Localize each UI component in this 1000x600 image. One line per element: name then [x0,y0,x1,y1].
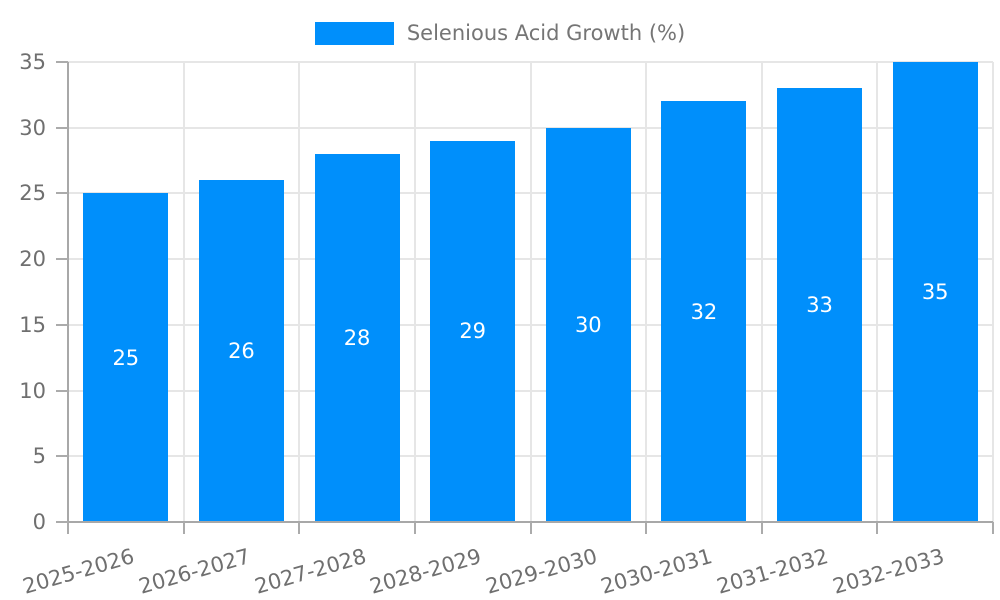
y-tick-mark [56,389,68,392]
plot-area: 25 26 28 29 30 32 33 35 [68,61,994,522]
y-axis-line [67,62,69,534]
y-tick-mark [56,455,68,458]
bar-value-label: 32 [690,299,718,324]
y-tick-label: 30 [19,115,46,140]
gridline-vertical [992,62,994,522]
bar-value-label: 29 [459,319,487,344]
y-tick-label: 35 [19,50,46,74]
bar[interactable]: 32 [661,101,747,522]
y-tick-label: 10 [19,378,46,403]
bar-value-label: 35 [921,280,949,304]
y-tick-label: 0 [32,510,46,534]
x-tick-label: 2031-2032 [714,544,831,599]
legend-marker [314,22,394,45]
y-tick-mark [56,61,68,63]
y-tick-label: 5 [32,444,46,469]
x-tick-mark [182,522,185,534]
bar-value-label: 26 [228,339,255,364]
x-axis-line [57,521,993,523]
x-tick-mark [413,522,416,534]
bar[interactable]: 33 [777,88,863,522]
x-tick-label: 2026-2027 [136,544,253,599]
y-tick-label: 20 [19,247,46,272]
bar-value-label: 25 [112,345,140,370]
y-tick-label: 25 [19,181,46,206]
gridline-vertical [182,62,185,522]
legend-item[interactable]: Selenious Acid Growth (%) [0,22,1000,45]
x-tick-mark [529,522,532,534]
x-tick-label: 2025-2026 [20,544,138,599]
y-tick-mark [56,126,68,129]
bar[interactable]: 30 [545,127,631,522]
bar-value-label: 33 [806,293,833,318]
x-tick-mark [760,522,763,534]
gridline-vertical [298,62,301,522]
y-tick-mark [56,521,68,523]
x-tick-mark [298,522,301,534]
gridline-vertical [645,62,648,522]
bar[interactable]: 28 [314,154,400,522]
bar[interactable]: 35 [892,62,978,522]
x-tick-mark [992,522,994,534]
x-tick-label: 2032-2033 [829,544,947,599]
x-tick-label: 2028-2029 [367,544,485,599]
x-tick-mark [645,522,648,534]
y-tick-label: 15 [19,312,46,337]
bar-value-label: 28 [343,326,371,350]
gridline-vertical [760,62,763,522]
x-tick-label: 2029-2030 [483,544,600,599]
legend-label: Selenious Acid Growth (%) [406,21,686,45]
bar[interactable]: 25 [83,193,169,522]
gridline-vertical [876,62,879,522]
y-tick-mark [56,258,68,261]
y-tick-mark [56,323,68,326]
x-tick-mark [876,522,879,534]
x-tick-mark [67,522,69,534]
gridline-vertical [529,62,532,522]
bar[interactable]: 26 [198,180,284,522]
y-tick-mark [56,192,68,195]
bar[interactable]: 29 [430,140,516,522]
x-tick-label: 2030-2031 [598,544,716,599]
x-tick-label: 2027-2028 [251,544,369,599]
gridline-vertical [413,62,416,522]
bar-value-label: 30 [574,312,602,337]
